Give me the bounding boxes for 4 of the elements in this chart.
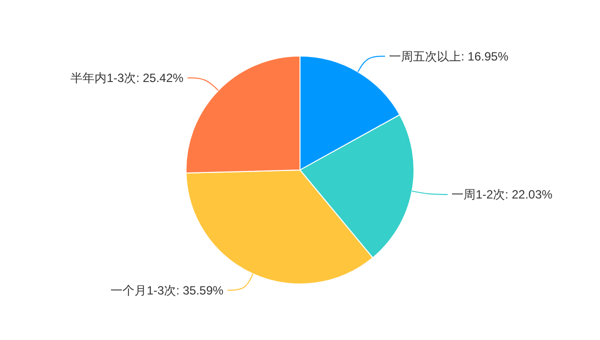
slice-label: 一周五次以上: 16.95% <box>389 49 509 64</box>
slice-label: 一周1-2次: 22.03% <box>452 188 553 202</box>
slice-label: 半年内1-3次: 25.42% <box>70 71 184 86</box>
slice-label: 一个月1-3次: 35.59% <box>110 283 224 298</box>
